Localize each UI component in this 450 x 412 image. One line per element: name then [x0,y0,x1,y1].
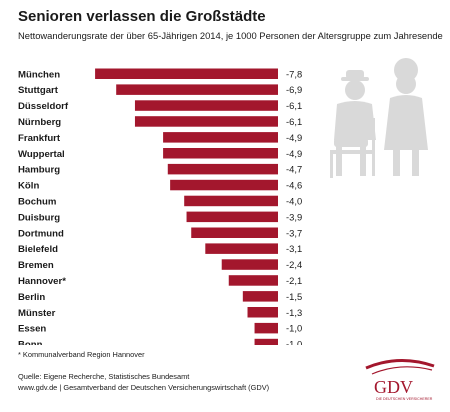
source-line-1: Quelle: Eigene Recherche, Statistisches … [18,372,190,381]
bar [163,132,278,143]
value-label: -4,7 [286,164,302,175]
value-label: -3,1 [286,243,302,254]
category-label: Bochum [18,196,56,207]
value-label: -1,0 [286,339,302,345]
source-line-2: www.gdv.de | Gesamtverband der Deutschen… [18,383,270,392]
bar [134,116,278,127]
bar [191,227,278,238]
category-label: Bielefeld [18,244,58,255]
value-label: -4,6 [286,180,302,191]
value-label: -3,7 [286,227,302,238]
category-label: Münster [18,308,56,319]
category-label: Duisburg [18,212,60,223]
bar [184,195,278,207]
category-label: Hamburg [18,165,60,176]
seniors-couple-icon [330,58,428,178]
footnote: * Kommunalverband Region Hannover [18,350,145,359]
value-label: -1,3 [286,307,302,318]
bar [134,100,278,111]
bar [254,322,278,334]
category-label: Köln [18,181,39,192]
value-label: -2,4 [286,259,302,270]
bar [247,307,278,318]
value-label: -6,1 [286,100,302,111]
bar [205,243,278,254]
bar [95,68,278,79]
value-label: -6,1 [286,116,302,127]
bar [163,148,278,159]
value-label: -1,5 [286,291,302,302]
value-label: -4,9 [286,148,302,159]
category-label: Dortmund [18,228,64,239]
chart-title: Senioren verlassen die Großstädte [18,8,266,25]
category-label: München [18,69,60,80]
category-label: Berlin [18,292,45,303]
category-label: Hannover* [18,276,66,287]
value-label: -4,0 [286,195,302,206]
logo-text: GDV [374,377,413,397]
value-label: -6,9 [286,84,302,95]
bar [170,179,278,191]
bar [116,84,278,95]
bar [242,291,278,302]
bar [221,259,278,270]
value-label: -1,0 [286,323,302,334]
value-label: -4,9 [286,132,302,143]
category-label: Frankfurt [18,133,61,144]
bar [228,275,278,286]
bar [254,338,278,345]
bars-group: München -7,8 Stuttgart -6,9 Düsseldorf -6,1 Nü… [18,68,302,345]
category-label: Bonn [18,340,43,345]
category-label: Wuppertal [18,149,65,160]
value-label: -3,9 [286,211,302,222]
category-label: Bremen [18,260,54,271]
chart-subtitle: Nettowanderungsrate der über 65-Jährigen… [18,30,443,41]
source-note: Quelle: Eigene Recherche, Statistisches … [18,371,269,393]
value-label: -2,1 [286,275,302,286]
gdv-logo: GDV DIE DEUTSCHEN VERSICHERER [365,358,435,401]
bar [167,163,278,175]
bar [186,211,278,223]
category-label: Nürnberg [18,117,61,128]
logo-tagline: DIE DEUTSCHEN VERSICHERER [376,397,433,401]
bar-chart: München -7,8 Stuttgart -6,9 Düsseldorf -6,1 Nü… [18,58,428,345]
category-label: Essen [18,324,46,335]
category-label: Düsseldorf [18,101,69,112]
value-label: -7,8 [286,68,302,79]
category-label: Stuttgart [18,85,59,96]
